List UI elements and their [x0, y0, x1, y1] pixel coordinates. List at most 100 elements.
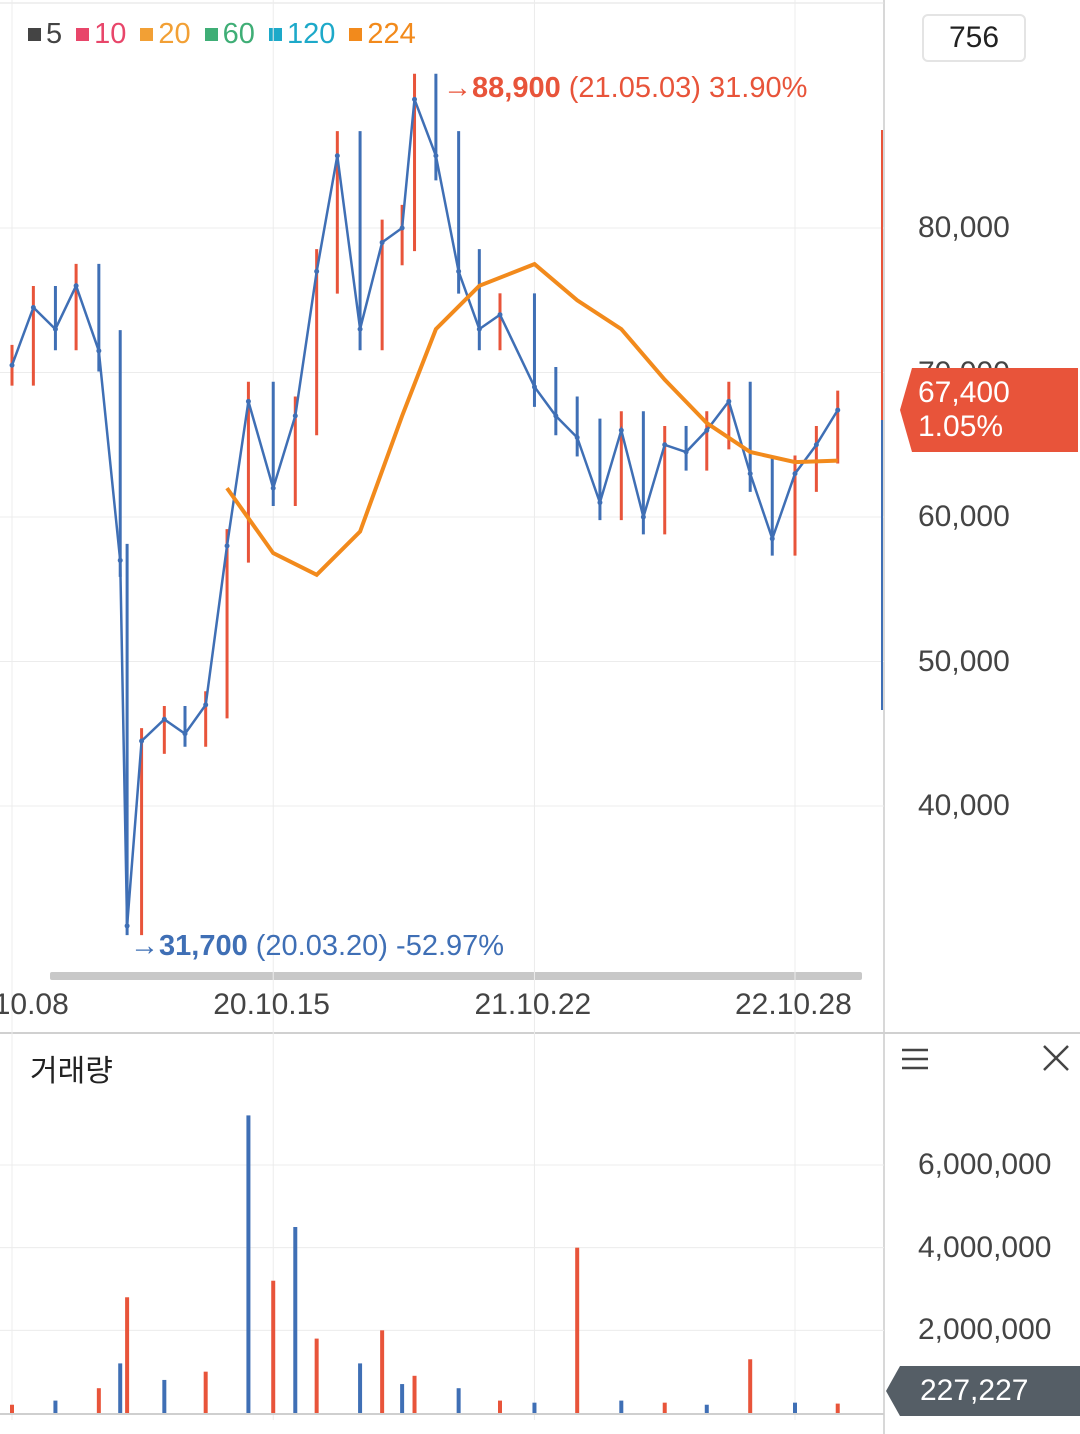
legend-swatch [140, 28, 154, 41]
volume-bar [118, 1363, 123, 1413]
high-annotation: →88,900 (21.05.03) 31.90% [443, 72, 807, 105]
price-point [662, 442, 668, 448]
legend-swatch [349, 28, 363, 41]
price-point [835, 407, 841, 413]
price-point [117, 557, 123, 563]
price-point [476, 326, 482, 332]
legend-label: 10 [94, 18, 127, 50]
price-point [531, 384, 537, 390]
high-date: (21.05.03) [568, 72, 701, 104]
legend-swatch [76, 28, 90, 41]
volume-bar [793, 1402, 797, 1413]
price-point [433, 153, 439, 159]
high-change: 31.90% [709, 72, 808, 104]
volume-tick-label: 2,000,000 [918, 1313, 1052, 1347]
price-point [73, 283, 79, 289]
price-point [161, 716, 167, 722]
price-point [813, 442, 819, 448]
legend-item-224[interactable]: 224 [349, 18, 416, 51]
legend-item-10[interactable]: 10 [76, 18, 126, 51]
price-point [182, 731, 188, 737]
price-point [683, 449, 689, 455]
current-volume-tag: 227,227 [886, 1366, 1080, 1416]
volume-bar [125, 1297, 130, 1413]
volume-bar [271, 1280, 276, 1413]
price-point [245, 398, 251, 404]
low-arrow-icon: → [130, 930, 159, 962]
legend-item-120[interactable]: 120 [268, 18, 336, 51]
price-point [124, 923, 130, 929]
date-tick-label: 22.10.28 [735, 988, 852, 1021]
legend-label: 120 [286, 18, 336, 50]
price-point [270, 485, 276, 491]
current-change: 1.05% [918, 410, 1004, 443]
price-point [412, 96, 418, 102]
legend-swatch [204, 28, 218, 41]
price-point [553, 413, 559, 419]
current-price-tag: 67,400 1.05% [900, 368, 1078, 452]
price-point [9, 362, 15, 368]
volume-bar [53, 1400, 58, 1413]
legend-swatch [268, 28, 282, 41]
visible-count-box[interactable]: 756 [922, 14, 1026, 62]
price-point [704, 427, 710, 433]
price-tick-label: 60,000 [918, 500, 1010, 533]
price-point [314, 268, 320, 274]
volume-bar [314, 1338, 319, 1413]
price-point [139, 738, 145, 744]
volume-bar [532, 1402, 537, 1413]
price-tick-label: 40,000 [918, 789, 1010, 822]
legend-item-5[interactable]: 5 [28, 18, 62, 51]
volume-bar [835, 1403, 840, 1413]
volume-tick-label: 6,000,000 [918, 1148, 1052, 1181]
volume-title: 거래량 [30, 1055, 113, 1088]
volume-tick-label: 4,000,000 [918, 1230, 1052, 1264]
scroll-bar [50, 972, 862, 980]
low-change: -52.97% [396, 930, 505, 962]
legend-label: 5 [46, 18, 63, 50]
volume-bar [358, 1363, 363, 1413]
volume-bar [662, 1402, 667, 1413]
volume-bar [10, 1404, 14, 1413]
volume-bar [246, 1115, 251, 1413]
price-point [597, 500, 603, 506]
volume-bar [575, 1247, 580, 1413]
volume-bar [456, 1388, 461, 1413]
current-price: 67,400 [918, 376, 1010, 409]
high-arrow-icon: → [443, 72, 472, 104]
legend-item-20[interactable]: 20 [140, 18, 191, 51]
legend-label: 60 [222, 18, 255, 50]
high-price: 88,900 [472, 72, 561, 104]
price-point [792, 471, 798, 477]
price-tick-label: 50,000 [918, 644, 1010, 678]
price-point [399, 225, 405, 231]
volume-bar [619, 1400, 624, 1413]
price-point [292, 413, 298, 419]
volume-bar [412, 1375, 417, 1413]
volume-bar [203, 1371, 208, 1413]
low-annotation: →31,700 (20.03.20) -52.97% [130, 930, 504, 963]
ma-legend: 5 10 20 60 120 224 [28, 18, 416, 51]
low-date: (20.03.20) [255, 930, 388, 962]
legend-item-60[interactable]: 60 [204, 18, 255, 51]
price-point [747, 471, 753, 477]
price-point [96, 348, 102, 354]
volume-bar [293, 1227, 298, 1413]
price-point [618, 427, 624, 433]
volume-bar [96, 1388, 101, 1413]
date-tick-label: 20.10.15 [213, 988, 330, 1021]
legend-label: 20 [158, 18, 191, 50]
price-point [357, 326, 363, 332]
close-icon[interactable] [1040, 1042, 1072, 1074]
price-point [203, 702, 209, 708]
volume-bar [497, 1400, 502, 1413]
price-point [497, 312, 503, 318]
price-point [52, 326, 58, 332]
legend-label: 224 [367, 18, 416, 50]
volume-bar [162, 1379, 167, 1413]
price-point [30, 304, 36, 310]
price-point [574, 435, 580, 441]
menu-icon[interactable] [900, 1044, 930, 1074]
ma224-line [225, 261, 838, 578]
